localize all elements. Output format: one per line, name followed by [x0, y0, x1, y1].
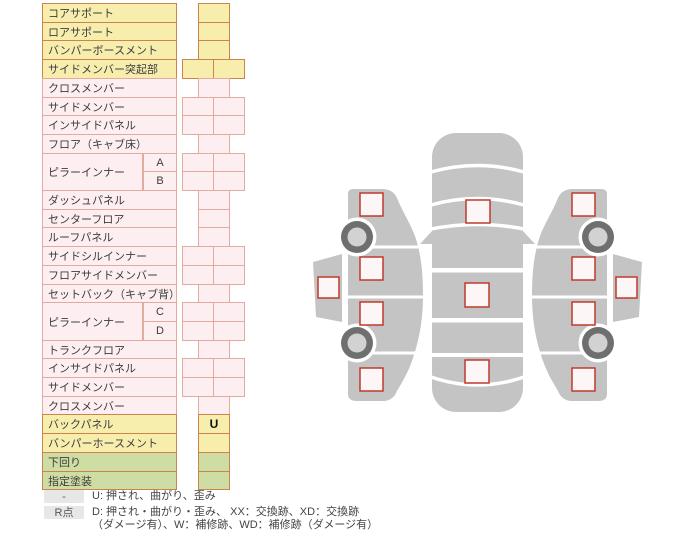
damage-mark-cell[interactable] — [198, 340, 230, 359]
damage-mark-cell[interactable] — [198, 284, 230, 303]
part-label: クロスメンバー — [42, 78, 177, 98]
damage-mark-cell[interactable]: U — [198, 414, 230, 434]
left-side-view — [311, 187, 425, 403]
right-side-view — [530, 187, 644, 403]
damage-mark-cell-right[interactable] — [213, 59, 245, 79]
part-label: バンパーホースメント — [42, 433, 177, 453]
part-label: バックパネル — [42, 414, 177, 434]
windshield-line — [430, 222, 525, 231]
damage-mark-cell-left[interactable] — [182, 59, 214, 79]
part-label: ピラーインナー — [42, 153, 143, 191]
part-label: コアサポート — [42, 3, 177, 23]
damage-mark-cell[interactable] — [198, 22, 230, 41]
part-label: インサイドパネル — [42, 358, 177, 378]
damage-mark-cell-left[interactable] — [182, 265, 214, 285]
damage-mark-cell-left[interactable] — [182, 246, 214, 266]
part-label: フロアサイドメンバー — [42, 265, 177, 285]
damage-checkbox[interactable] — [465, 199, 491, 224]
damage-mark-cell-right[interactable] — [213, 97, 245, 116]
part-label: サイドメンバー — [42, 377, 177, 397]
damage-mark-cell[interactable] — [198, 209, 230, 228]
damage-mark-cell-left[interactable] — [182, 321, 214, 341]
part-label: 下回り — [42, 452, 177, 472]
damage-mark-cell[interactable] — [198, 227, 230, 247]
damage-mark-cell[interactable] — [198, 433, 230, 453]
part-sublabel: A — [143, 153, 177, 172]
trunk-line — [430, 375, 525, 387]
damage-mark-cell-left[interactable] — [182, 97, 214, 116]
damage-mark-cell-right[interactable] — [213, 377, 245, 397]
damage-mark-cell[interactable] — [198, 471, 230, 490]
damage-mark-cell[interactable] — [198, 134, 230, 154]
part-sublabel: C — [143, 302, 177, 322]
part-label: センターフロア — [42, 209, 177, 228]
legend-text: D: 押され・曲がり・歪み、 XX：交換跡、XD：交換跡 （ダメージ有）、W：補… — [92, 505, 379, 532]
damage-mark-cell[interactable] — [198, 396, 230, 415]
part-label: ロアサポート — [42, 22, 177, 41]
part-label: ルーフパネル — [42, 227, 177, 247]
damage-mark-cell-right[interactable] — [213, 153, 245, 172]
rear-window-gap — [429, 353, 526, 357]
damage-mark-cell[interactable] — [198, 190, 230, 210]
roof-gap — [429, 318, 526, 323]
legend-row: - U: 押され、曲がり、歪み — [44, 490, 664, 504]
damage-checkbox[interactable] — [464, 282, 490, 308]
part-label: フロア（キャブ床） — [42, 134, 177, 154]
damage-checkbox[interactable] — [464, 359, 490, 384]
damage-mark-cell-right[interactable] — [213, 302, 245, 322]
car-diagram — [311, 133, 644, 412]
legend-badge: - — [44, 490, 84, 503]
legend-text: U: 押され、曲がり、歪み — [92, 490, 216, 502]
damage-mark-cell[interactable] — [198, 78, 230, 98]
damage-mark-cell-right[interactable] — [213, 321, 245, 341]
part-sublabel: D — [143, 321, 177, 341]
damage-mark-cell[interactable] — [198, 3, 230, 23]
legend-row: R点 D: 押され・曲がり・歪み、 XX：交換跡、XD：交換跡 （ダメージ有）、W… — [44, 505, 664, 533]
hood-line — [430, 163, 525, 174]
damage-mark-cell[interactable] — [198, 452, 230, 472]
part-label: バンパーボースメント — [42, 40, 177, 60]
damage-mark-cell-right[interactable] — [213, 358, 245, 378]
part-label: ピラーインナー — [42, 302, 143, 341]
legend-badge: R点 — [44, 505, 84, 519]
damage-mark-cell-left[interactable] — [182, 115, 214, 135]
damage-mark-cell[interactable] — [198, 40, 230, 60]
damage-mark-cell-left[interactable] — [182, 153, 214, 172]
part-label: サイドメンバー突起部 — [42, 59, 177, 79]
pillar-flare-left — [420, 230, 433, 244]
damage-mark-cell-left[interactable] — [182, 302, 214, 322]
damage-mark-cell-left[interactable] — [182, 358, 214, 378]
legend: - U: 押され、曲がり、歪み R点 D: 押され・曲がり・歪み、 XX：交換跡、XD… — [44, 490, 664, 535]
part-label: サイドメンバー — [42, 97, 177, 116]
pillar-flare-right — [522, 230, 535, 244]
damage-mark-cell-left[interactable] — [182, 377, 214, 397]
damage-mark-cell-right[interactable] — [213, 171, 245, 191]
damage-mark-cell-right[interactable] — [213, 246, 245, 266]
part-label: ダッシュパネル — [42, 190, 177, 210]
damage-mark-cell-left[interactable] — [182, 171, 214, 191]
damage-mark-cell-right[interactable] — [213, 115, 245, 135]
part-label: サイドシルインナー — [42, 246, 177, 266]
part-label: クロスメンバー — [42, 396, 177, 415]
part-label: セットバック（キャブ背） — [42, 284, 177, 303]
roof-gap — [429, 268, 526, 273]
part-sublabel: B — [143, 171, 177, 191]
part-label: トランクフロア — [42, 340, 177, 359]
part-label: 指定塗装 — [42, 471, 177, 490]
top-view — [420, 133, 535, 412]
part-label: インサイドパネル — [42, 115, 177, 135]
damage-mark-cell-right[interactable] — [213, 265, 245, 285]
cowl-line — [430, 196, 525, 207]
